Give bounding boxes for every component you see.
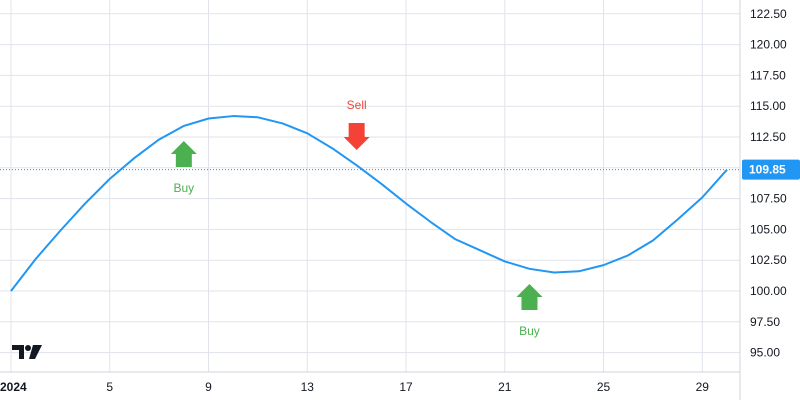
signal-label: Sell xyxy=(347,98,367,112)
logo-bar xyxy=(12,345,24,359)
tradingview-logo-icon xyxy=(12,345,42,359)
y-tick-label: 102.50 xyxy=(750,253,787,267)
logo-slash xyxy=(29,345,42,359)
x-tick-label: 25 xyxy=(597,380,611,394)
y-tick-label: 112.50 xyxy=(750,130,786,144)
buy-signal[interactable]: Buy xyxy=(516,284,542,338)
arrow-up-icon xyxy=(171,141,197,167)
x-tick-label: 21 xyxy=(498,380,512,394)
x-tick-label: 9 xyxy=(205,380,212,394)
x-tick-label: 29 xyxy=(696,380,710,394)
y-tick-label: 107.50 xyxy=(750,192,787,206)
logo-dot xyxy=(25,345,31,351)
tradingview-logo xyxy=(12,345,42,359)
last-price-label: 109.85 xyxy=(749,163,786,177)
series-line[interactable] xyxy=(11,116,727,291)
signal-label: Buy xyxy=(519,324,540,338)
y-tick-label: 97.50 xyxy=(750,315,780,329)
x-tick-label: 17 xyxy=(399,380,413,394)
arrow-up-icon xyxy=(516,284,542,310)
y-tick-label: 105.00 xyxy=(750,222,787,236)
y-tick-label: 115.00 xyxy=(750,99,786,113)
x-tick-label: 2024 xyxy=(0,380,27,394)
sell-signal[interactable]: Sell xyxy=(344,98,370,150)
x-tick-label: 13 xyxy=(301,380,315,394)
grid xyxy=(0,0,740,372)
x-tick-label: 5 xyxy=(106,380,113,394)
y-tick-label: 117.50 xyxy=(750,68,786,82)
y-tick-label: 120.00 xyxy=(750,38,787,52)
signal-label: Buy xyxy=(173,181,194,195)
y-tick-label: 122.50 xyxy=(750,7,787,21)
y-tick-label: 100.00 xyxy=(750,284,787,298)
y-tick-label: 95.00 xyxy=(750,346,780,360)
annotations: Buy Sell Buy xyxy=(171,98,543,338)
series-layer xyxy=(0,116,740,291)
